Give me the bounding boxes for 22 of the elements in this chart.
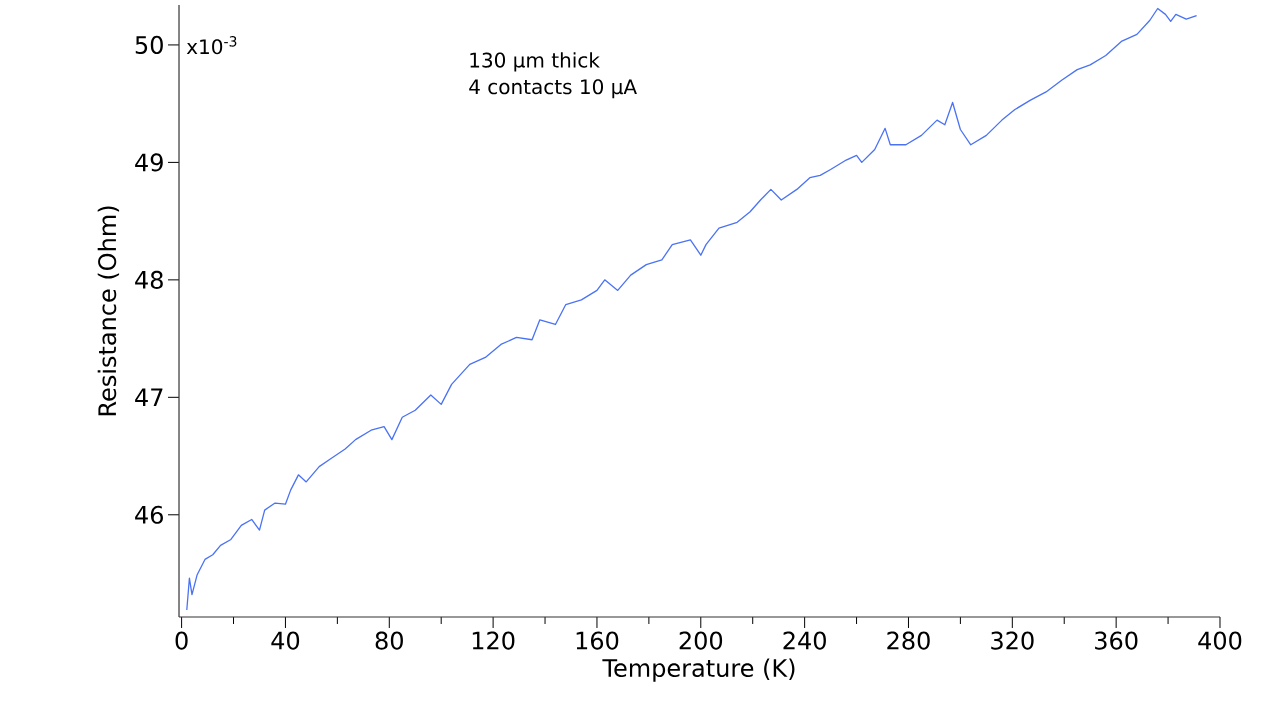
x-tick-label: 160 xyxy=(576,631,619,650)
x-tick-label: 360 xyxy=(1095,631,1138,650)
line-series xyxy=(186,7,1198,611)
y-tick-label: 46 xyxy=(135,505,163,524)
x-tick-label: 280 xyxy=(887,631,930,650)
y-tick-label: 49 xyxy=(135,153,163,172)
x-axis-title: Temperature (K) xyxy=(602,658,795,682)
x-tick-label: 120 xyxy=(472,631,515,650)
x-tick-label: 320 xyxy=(991,631,1034,650)
x-tick-label: 200 xyxy=(679,631,723,650)
x-tick-label: 400 xyxy=(1198,631,1242,650)
x-tick-label: 80 xyxy=(375,631,403,650)
x-tick-label: 0 xyxy=(175,631,188,650)
y-tick-label: 47 xyxy=(135,388,163,407)
y-tick-label: 50 xyxy=(135,35,163,55)
x-tick-label: 240 xyxy=(783,631,826,650)
x-tick-label: 40 xyxy=(271,631,300,650)
y-tick-label: 48 xyxy=(135,270,163,289)
annotation: 4 contacts 10 µA xyxy=(469,79,637,99)
y-axis-title: Resistance (Ohm) xyxy=(97,206,120,416)
annotation: x10$^{-3}$ xyxy=(186,36,237,55)
annotation: 130 µm thick xyxy=(470,52,600,72)
